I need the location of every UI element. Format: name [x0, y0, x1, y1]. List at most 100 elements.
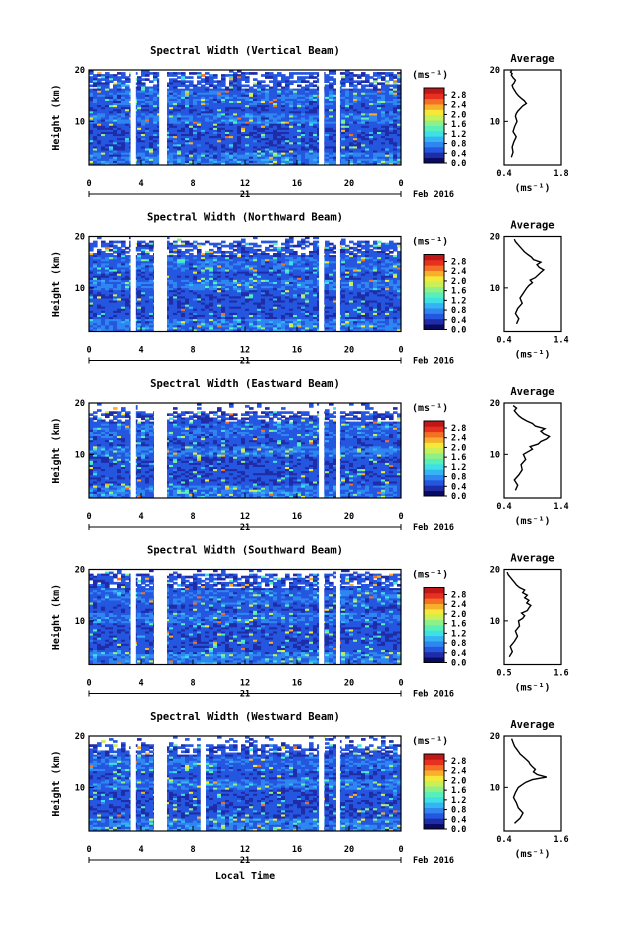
heatmap-cell [257, 279, 262, 283]
heatmap-cell [177, 113, 182, 117]
heatmap-cell [185, 129, 190, 133]
heatmap-cell [273, 140, 278, 143]
heatmap-cell [269, 281, 274, 285]
heatmap-cell [341, 263, 346, 267]
heatmap-cell [217, 146, 222, 150]
heatmap-cell [93, 273, 98, 277]
heatmap-cell [225, 160, 230, 164]
heatmap-cell [245, 286, 250, 289]
heatmap-cell [269, 244, 274, 248]
heatmap-cell [357, 160, 362, 164]
heatmap-cell [373, 259, 378, 262]
heatmap-cell [269, 273, 274, 277]
heatmap-cell [165, 246, 170, 250]
heatmap-cell [377, 154, 382, 158]
heatmap-cell [169, 261, 174, 264]
heatmap-cell [237, 156, 242, 160]
heatmap-cell [397, 261, 401, 264]
heatmap-cell [121, 140, 126, 143]
heatmap-cell [101, 138, 106, 141]
heatmap-cell [89, 138, 94, 141]
heatmap-cell [365, 271, 370, 275]
heatmap-cell [181, 94, 186, 98]
heatmap-cell [213, 115, 218, 119]
heatmap-cell [329, 115, 334, 119]
heatmap-cell [105, 261, 110, 264]
heatmap-cell [393, 242, 398, 246]
heatmap-cell [193, 246, 198, 250]
heatmap-cell [249, 105, 254, 108]
heatmap-cell [341, 259, 346, 262]
heatmap-cell [209, 80, 214, 83]
heatmap-cell [89, 127, 94, 131]
heatmap-cell [105, 284, 110, 287]
heatmap-cell [377, 94, 382, 98]
heatmap-cell [385, 125, 390, 129]
heatmap-cell [165, 96, 170, 100]
heatmap-cell [93, 284, 98, 287]
heatmap-cell [261, 129, 266, 133]
heatmap-cell [341, 109, 346, 112]
heatmap-cell [125, 111, 130, 114]
heatmap-cell [313, 242, 318, 246]
heatmap-cell [113, 277, 118, 281]
heatmap-cell [313, 84, 318, 88]
heatmap-cell [205, 127, 210, 131]
heatmap-cell [145, 261, 150, 264]
heatmap-cell [293, 117, 298, 121]
heatmap-cell [273, 253, 278, 256]
heatmap-cell [213, 150, 218, 154]
heatmap-cell [173, 259, 178, 262]
heatmap-cell [201, 273, 206, 277]
heatmap-cell [397, 119, 401, 123]
heatmap-cell [201, 113, 206, 117]
heatmap-cell [141, 154, 146, 158]
heatmap-cell [229, 82, 234, 86]
heatmap-cell [173, 100, 178, 104]
heatmap-cell [389, 131, 394, 135]
heatmap-cell [325, 279, 330, 283]
heatmap-cell [245, 136, 250, 139]
heatmap-cell [281, 265, 286, 269]
heatmap-cell [125, 273, 130, 277]
heatmap-cell [389, 138, 394, 141]
heatmap-cell [213, 158, 218, 162]
heatmap-cell [197, 107, 202, 110]
heatmap-cell [173, 284, 178, 287]
heatmap-cell [93, 144, 98, 148]
heatmap-cell [365, 150, 370, 154]
heatmap-cell [301, 103, 306, 106]
heatmap-cell [381, 261, 386, 264]
heatmap-cell [301, 96, 306, 100]
heatmap-cell [229, 70, 234, 73]
heatmap-cell [325, 78, 330, 81]
heatmap-cell [297, 117, 302, 121]
heatmap-cell [93, 131, 98, 135]
heatmap-cell [109, 265, 114, 269]
heatmap-cell [277, 72, 282, 75]
heatmap-cell [89, 90, 94, 94]
heatmap-cell [333, 131, 338, 135]
heatmap-cell [189, 271, 194, 275]
heatmap-cell [117, 119, 122, 123]
heatmap-cell [273, 94, 278, 98]
heatmap-cell [97, 98, 102, 102]
heatmap-cell [333, 160, 338, 164]
heatmap-cell [277, 125, 282, 129]
heatmap-cell [213, 271, 218, 275]
heatmap-cell [185, 279, 190, 283]
heatmap-cell [145, 98, 150, 102]
heatmap-cell [353, 242, 358, 246]
heatmap-cell [253, 148, 258, 152]
heatmap-cell [369, 119, 374, 123]
heatmap-cell [221, 78, 226, 81]
heatmap-cell [269, 140, 274, 143]
heatmap-cell [149, 131, 154, 135]
heatmap-cell [273, 92, 278, 96]
heatmap-cell [245, 144, 250, 148]
heatmap-cell [121, 281, 126, 285]
heatmap-cell [197, 152, 202, 156]
heatmap-cell [369, 255, 374, 258]
heatmap-cell [361, 100, 366, 104]
heatmap-cell [105, 259, 110, 262]
